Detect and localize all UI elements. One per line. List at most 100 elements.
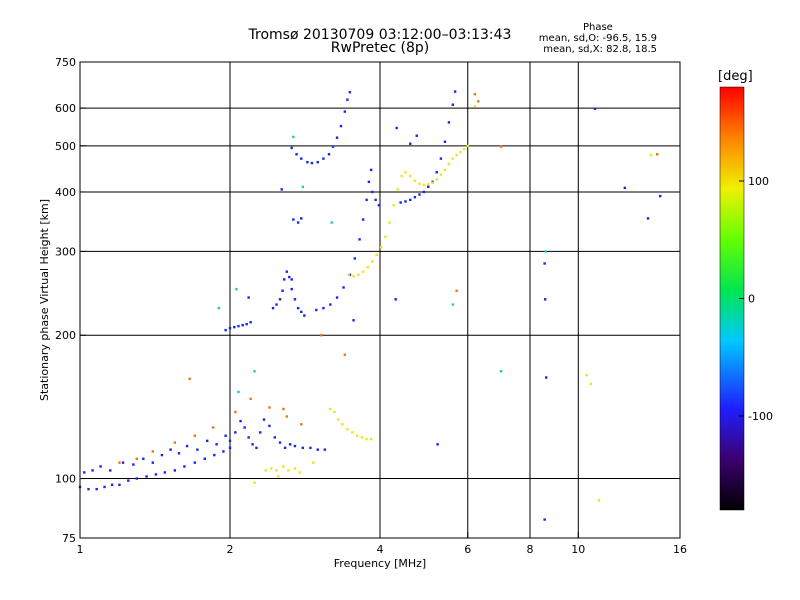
x-tick-label: 2 — [227, 543, 234, 556]
data-point — [623, 186, 627, 190]
data-point — [396, 188, 399, 191]
data-point — [292, 135, 295, 139]
data-point — [427, 185, 430, 189]
colorbar-tick-label: 0 — [748, 293, 755, 306]
data-point — [288, 275, 291, 279]
data-point — [436, 443, 439, 446]
data-point — [280, 188, 283, 191]
data-point — [151, 450, 155, 453]
data-point — [322, 157, 325, 160]
data-point — [435, 178, 438, 181]
data-point — [543, 298, 547, 301]
data-point — [453, 90, 457, 93]
data-point — [282, 407, 285, 411]
data-point — [443, 140, 447, 143]
data-point — [185, 444, 189, 448]
data-point — [228, 439, 232, 443]
data-point — [300, 217, 303, 220]
data-point — [237, 390, 240, 394]
x-axis-label: Frequency [MHz] — [334, 557, 426, 570]
x-tick-label: 10 — [571, 543, 585, 556]
data-point — [459, 150, 462, 154]
data-point — [355, 434, 359, 437]
data-point — [312, 461, 315, 464]
phase-stats-heading: Phase — [582, 22, 613, 33]
data-point — [323, 448, 327, 451]
data-point — [330, 221, 333, 224]
data-point — [369, 437, 373, 441]
data-point — [251, 443, 254, 446]
data-point — [329, 407, 332, 411]
data-point — [224, 328, 227, 332]
data-point — [303, 314, 306, 317]
data-point — [287, 469, 290, 472]
data-point — [316, 160, 319, 164]
data-point — [173, 441, 177, 444]
data-point — [87, 487, 90, 491]
data-point — [435, 171, 438, 174]
data-point — [347, 273, 350, 276]
data-point — [154, 473, 158, 476]
data-point — [320, 334, 323, 337]
data-point — [275, 469, 278, 472]
data-point — [205, 439, 209, 443]
data-point — [404, 171, 407, 174]
data-point — [374, 198, 377, 202]
x-tick-label: 16 — [673, 543, 687, 556]
y-tick-label: 200 — [55, 329, 76, 342]
data-point — [296, 306, 300, 310]
data-point — [255, 446, 258, 450]
data-point — [315, 308, 318, 312]
data-point — [103, 485, 106, 489]
data-point — [388, 221, 391, 224]
data-point — [91, 469, 94, 472]
data-point — [121, 461, 125, 464]
data-point — [343, 353, 347, 356]
data-point — [224, 434, 227, 437]
y-tick-label: 500 — [55, 140, 76, 153]
data-point — [213, 453, 216, 457]
data-point — [375, 253, 378, 257]
data-point — [322, 306, 325, 310]
data-point — [427, 183, 430, 186]
data-point — [395, 126, 398, 130]
data-point — [327, 153, 331, 156]
data-point — [239, 419, 242, 423]
data-point — [439, 157, 443, 160]
data-point — [293, 298, 297, 301]
data-point — [379, 246, 383, 249]
data-point — [585, 373, 588, 377]
data-point — [228, 326, 232, 330]
data-point — [215, 443, 218, 446]
data-point — [277, 475, 280, 478]
data-point — [300, 157, 303, 160]
data-point — [99, 465, 102, 468]
data-point — [649, 153, 653, 157]
data-point — [193, 434, 197, 437]
data-point — [365, 437, 368, 441]
data-point — [301, 446, 305, 450]
data-point — [183, 465, 186, 468]
data-point — [499, 145, 503, 148]
data-point — [259, 431, 262, 434]
colorbar-tick-label: -100 — [748, 410, 773, 423]
data-point — [283, 446, 287, 450]
data-point — [335, 136, 339, 139]
data-point — [290, 278, 293, 281]
data-point — [351, 431, 354, 434]
data-point — [346, 98, 349, 101]
data-point — [360, 436, 364, 439]
data-point — [245, 322, 248, 326]
data-point — [217, 306, 221, 310]
data-point — [335, 296, 339, 299]
data-point — [296, 221, 300, 224]
phase-stats-x: mean, sd,X: 82.8, 18.5 — [543, 44, 657, 55]
data-point — [285, 415, 288, 418]
data-point — [371, 190, 374, 194]
data-point — [110, 483, 114, 487]
data-point — [109, 469, 112, 472]
x-axis-ticks: 1 2 4 6 8 10 16 — [77, 532, 687, 556]
data-point — [409, 142, 412, 145]
data-point — [358, 238, 361, 241]
data-point — [451, 157, 455, 160]
